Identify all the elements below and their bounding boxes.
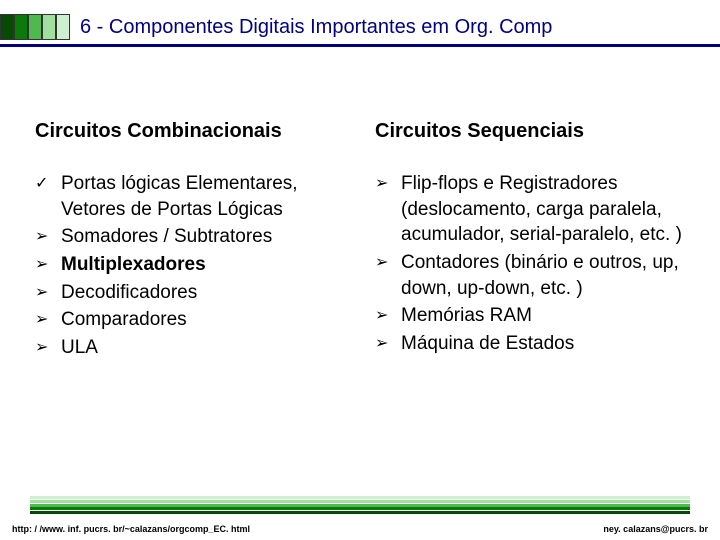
footer-stripe	[30, 500, 690, 503]
list-item: ➢ Comparadores	[35, 307, 345, 333]
right-column: Circuitos Sequenciais ➢ Flip-flops e Regi…	[365, 120, 720, 362]
footer-stripes	[30, 496, 690, 514]
arrow-icon: ➢	[35, 337, 48, 359]
list-item-text: Máquina de Estados	[401, 333, 574, 354]
title-underline	[0, 44, 720, 47]
list-item: ➢ Multiplexadores	[35, 252, 345, 278]
arrow-icon: ➢	[35, 226, 48, 248]
right-list: ➢ Flip-flops e Registradores (deslocament…	[375, 171, 700, 356]
list-item: ➢ Contadores (binário e outros, up, down,…	[375, 250, 700, 301]
left-heading: Circuitos Combinacionais	[35, 120, 345, 143]
header-color-block	[0, 14, 14, 40]
check-icon: ✓	[35, 173, 48, 195]
arrow-icon: ➢	[375, 173, 388, 195]
arrow-icon: ➢	[375, 305, 388, 327]
header-color-block	[14, 14, 28, 40]
arrow-icon: ➢	[375, 333, 388, 355]
content-area: Circuitos Combinacionais ✓ Portas lógicas…	[0, 120, 720, 362]
list-item: ➢ Máquina de Estados	[375, 331, 700, 357]
list-item-text: Comparadores	[61, 309, 187, 330]
list-item: ➢ Somadores / Subtratores	[35, 224, 345, 250]
arrow-icon: ➢	[35, 309, 48, 331]
footer-left-text: http: / /www. inf. pucrs. br/~calazans/o…	[12, 524, 250, 534]
list-item-text: Contadores (binário e outros, up, down, …	[401, 252, 679, 299]
left-column: Circuitos Combinacionais ✓ Portas lógicas…	[0, 120, 365, 362]
list-item-text: Multiplexadores	[61, 254, 206, 275]
header-color-blocks	[0, 14, 70, 40]
list-item: ➢ Memórias RAM	[375, 303, 700, 329]
header-bar: 6 - Componentes Digitais Importantes em …	[0, 14, 552, 40]
header-color-block	[42, 14, 56, 40]
slide-title: 6 - Componentes Digitais Importantes em …	[80, 16, 552, 39]
left-list: ✓ Portas lógicas Elementares, Vetores de …	[35, 171, 345, 360]
footer-stripe	[30, 507, 690, 510]
footer: http: / /www. inf. pucrs. br/~calazans/o…	[0, 504, 720, 540]
arrow-icon: ➢	[35, 254, 48, 276]
arrow-icon: ➢	[35, 282, 48, 304]
footer-stripe	[30, 496, 690, 499]
right-heading: Circuitos Sequenciais	[375, 120, 700, 143]
list-item: ✓ Portas lógicas Elementares, Vetores de …	[35, 171, 345, 222]
footer-right-text: ney. calazans@pucrs. br	[603, 524, 708, 534]
list-item-text: Flip-flops e Registradores (deslocamento…	[401, 173, 682, 245]
list-item: ➢ Flip-flops e Registradores (deslocament…	[375, 171, 700, 248]
list-item-text: Portas lógicas Elementares, Vetores de P…	[61, 173, 298, 220]
list-item-text: Decodificadores	[61, 282, 197, 303]
list-item: ➢ Decodificadores	[35, 280, 345, 306]
footer-stripe	[30, 511, 690, 514]
list-item-text: ULA	[61, 337, 98, 358]
header-color-block	[56, 14, 70, 40]
list-item-text: Memórias RAM	[401, 305, 532, 326]
list-item-text: Somadores / Subtratores	[61, 226, 272, 247]
header-color-block	[28, 14, 42, 40]
list-item: ➢ ULA	[35, 335, 345, 361]
arrow-icon: ➢	[375, 252, 388, 274]
footer-stripe	[30, 504, 690, 507]
